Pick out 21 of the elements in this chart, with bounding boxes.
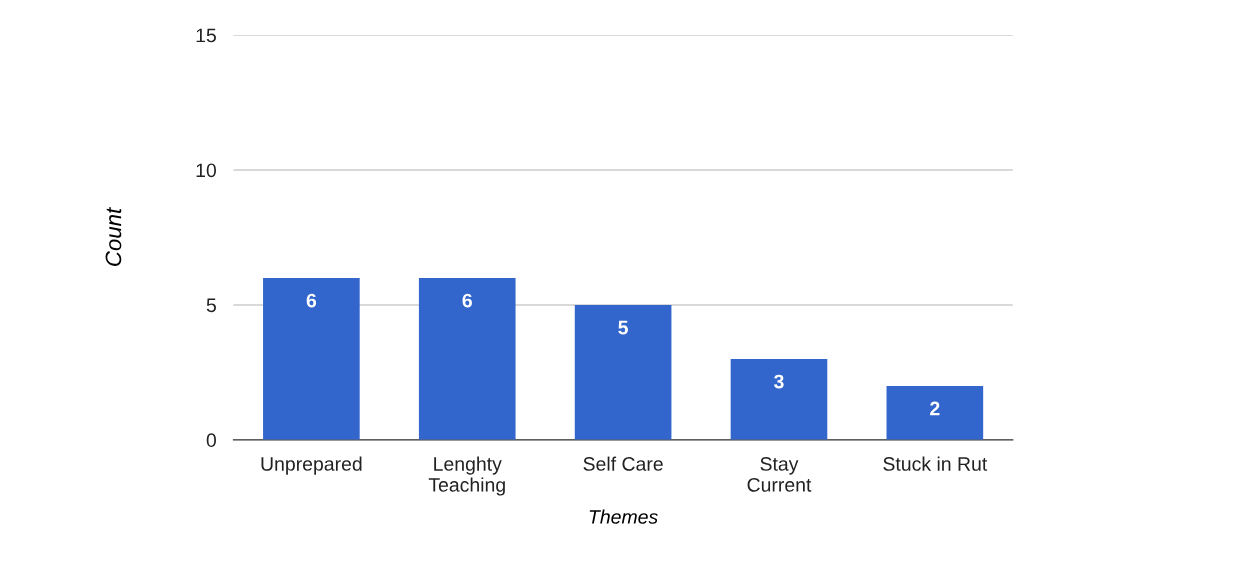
data-label: 6 bbox=[462, 293, 472, 308]
x-axis-title: Themes bbox=[589, 509, 658, 524]
bar bbox=[263, 277, 360, 440]
bar bbox=[886, 385, 984, 440]
y-tick-label: 0 bbox=[206, 433, 216, 448]
x-tick-label: Lenghty Teaching bbox=[428, 456, 505, 496]
y-tick-label: 10 bbox=[196, 163, 216, 178]
bar bbox=[574, 304, 672, 440]
bar bbox=[730, 358, 828, 440]
data-label: 6 bbox=[306, 293, 317, 308]
x-tick-label: Stay Current bbox=[747, 457, 812, 492]
x-tick-label: Unprepared bbox=[261, 456, 362, 475]
data-label: 5 bbox=[618, 320, 628, 335]
data-label: 3 bbox=[774, 374, 784, 389]
x-tick-label: Self Care bbox=[583, 456, 663, 471]
x-tick-label: Stuck in Rut bbox=[883, 456, 988, 471]
bar bbox=[418, 277, 516, 440]
data-label: 2 bbox=[930, 401, 940, 416]
y-axis-title: Count bbox=[105, 207, 122, 266]
y-tick-label: 5 bbox=[206, 298, 216, 313]
y-tick-label: 15 bbox=[196, 28, 216, 43]
